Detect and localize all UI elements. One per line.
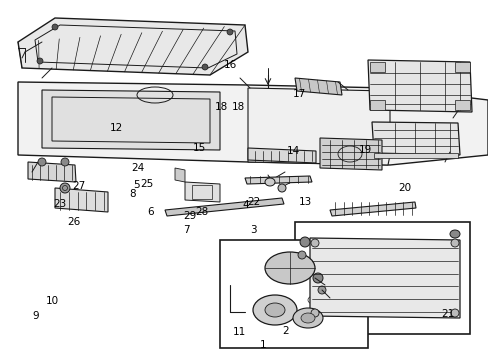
Text: 18: 18	[214, 102, 227, 112]
Ellipse shape	[52, 24, 58, 30]
Ellipse shape	[60, 183, 70, 193]
Ellipse shape	[264, 303, 285, 317]
Ellipse shape	[310, 309, 318, 317]
Text: 4: 4	[242, 200, 248, 210]
Text: 22: 22	[247, 197, 261, 207]
Polygon shape	[309, 238, 459, 318]
Ellipse shape	[317, 286, 325, 294]
Polygon shape	[244, 176, 311, 184]
Ellipse shape	[38, 158, 46, 166]
Polygon shape	[42, 90, 220, 150]
Text: 11: 11	[232, 327, 246, 337]
Polygon shape	[175, 168, 184, 182]
Polygon shape	[18, 18, 247, 75]
Text: 24: 24	[131, 163, 144, 174]
Ellipse shape	[202, 64, 207, 70]
Ellipse shape	[301, 291, 328, 309]
Bar	[220, 240, 367, 348]
Polygon shape	[28, 162, 76, 182]
Bar	[373, 153, 457, 158]
Ellipse shape	[310, 239, 318, 247]
Ellipse shape	[299, 237, 309, 247]
Text: 10: 10	[46, 296, 59, 306]
Ellipse shape	[61, 158, 69, 166]
Polygon shape	[18, 82, 487, 165]
Text: 18: 18	[231, 102, 245, 112]
Bar	[369, 100, 384, 110]
Text: 25: 25	[140, 179, 153, 189]
Text: 3: 3	[249, 225, 256, 235]
Text: 1: 1	[259, 339, 266, 350]
Text: 29: 29	[183, 211, 196, 221]
Polygon shape	[319, 138, 381, 170]
Text: 21: 21	[440, 309, 453, 319]
Polygon shape	[367, 60, 471, 112]
Polygon shape	[329, 202, 415, 216]
Polygon shape	[294, 78, 341, 95]
Polygon shape	[164, 198, 284, 216]
Ellipse shape	[297, 251, 305, 259]
Text: 5: 5	[133, 180, 140, 190]
Bar	[454, 62, 469, 72]
Text: 2: 2	[281, 326, 288, 336]
Text: 6: 6	[147, 207, 154, 217]
Ellipse shape	[226, 29, 232, 35]
Ellipse shape	[312, 273, 323, 283]
Polygon shape	[371, 122, 459, 155]
Ellipse shape	[450, 309, 458, 317]
Ellipse shape	[301, 313, 314, 323]
Text: 20: 20	[398, 183, 410, 193]
Text: 9: 9	[32, 311, 39, 321]
Text: 23: 23	[53, 199, 66, 210]
Ellipse shape	[264, 252, 314, 284]
Ellipse shape	[450, 239, 458, 247]
Polygon shape	[55, 188, 108, 212]
Ellipse shape	[449, 230, 459, 238]
Bar	[294, 222, 469, 334]
Ellipse shape	[37, 58, 43, 64]
Ellipse shape	[252, 295, 296, 325]
Ellipse shape	[264, 178, 274, 186]
Text: 27: 27	[72, 181, 86, 192]
Ellipse shape	[278, 184, 285, 192]
Polygon shape	[247, 148, 315, 163]
Text: 19: 19	[358, 145, 372, 156]
Polygon shape	[247, 88, 389, 165]
Ellipse shape	[292, 308, 323, 328]
Bar	[454, 100, 469, 110]
Text: 7: 7	[183, 225, 190, 235]
Bar	[369, 62, 384, 72]
Text: 14: 14	[286, 146, 300, 156]
Text: 12: 12	[109, 123, 123, 133]
Bar	[192, 185, 212, 199]
Text: 26: 26	[67, 217, 81, 228]
Text: 8: 8	[129, 189, 136, 199]
Text: 28: 28	[194, 207, 208, 217]
Text: 16: 16	[224, 60, 237, 70]
Polygon shape	[184, 182, 220, 202]
Text: 13: 13	[298, 197, 312, 207]
Text: 15: 15	[192, 143, 206, 153]
Text: 17: 17	[292, 89, 305, 99]
